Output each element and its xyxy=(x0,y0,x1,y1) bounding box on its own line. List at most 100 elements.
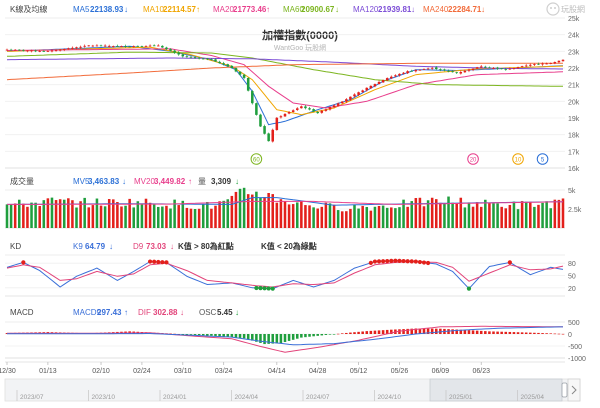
volume-bar xyxy=(120,206,123,228)
volume-ma-mv20 xyxy=(7,200,564,205)
candle-body xyxy=(410,70,414,72)
volume-bar xyxy=(328,203,332,228)
osc-bar xyxy=(181,334,185,335)
kd-overbought-dot xyxy=(385,258,390,264)
volume-bar xyxy=(34,202,37,228)
ma-line-ma20 xyxy=(7,48,564,109)
volume-bar xyxy=(443,203,446,228)
volume-bar xyxy=(226,199,230,228)
volume-bar xyxy=(267,193,270,228)
svg-text:20900.67: 20900.67 xyxy=(301,5,335,14)
timeline-navigator[interactable]: 2023/07 2023/10 2024/01 2024/04 2024/07 2024/… xyxy=(4,378,581,402)
x-tick-label: 02/10 xyxy=(92,368,110,375)
volume-bar xyxy=(332,204,336,228)
osc-bar xyxy=(385,329,389,334)
osc-bar xyxy=(463,329,467,334)
osc-bar xyxy=(500,331,503,334)
svg-text:MA60: MA60 xyxy=(283,5,304,14)
svg-text:↓: ↓ xyxy=(109,242,113,251)
candle-body xyxy=(87,45,91,47)
candle-body xyxy=(545,63,548,65)
volume-bar xyxy=(189,208,193,228)
candle-body xyxy=(17,49,21,51)
volume-bar xyxy=(22,203,25,228)
volume-bar xyxy=(439,202,442,228)
volume-bar xyxy=(414,198,418,228)
volume-bar xyxy=(279,199,283,228)
volume-bar xyxy=(479,206,483,228)
volume-bar xyxy=(79,201,82,228)
volume-bar xyxy=(373,206,377,228)
kd-overbought-dot xyxy=(417,259,423,265)
candle-body xyxy=(50,50,54,52)
svg-text:MA10: MA10 xyxy=(143,5,164,14)
volume-bar xyxy=(451,202,454,228)
candle-body xyxy=(332,105,336,108)
osc-bar xyxy=(561,333,565,335)
volume-bar xyxy=(545,201,548,228)
price-moving-averages xyxy=(6,45,564,126)
price-legend: K線及均線 MA5 22138.93 ↓ MA10 22114.57 ↑ MA20 217… xyxy=(10,4,485,14)
volume-bar xyxy=(218,201,221,228)
volume-bar xyxy=(304,205,307,228)
volume-bar xyxy=(426,200,430,228)
candle-body xyxy=(508,68,512,70)
osc-bar xyxy=(406,328,409,334)
osc-bar xyxy=(492,331,495,334)
x-tick-label: 04/28 xyxy=(309,368,327,375)
legend-item-ma240: MA240 22284.71 ↓ xyxy=(423,5,485,14)
candle-body xyxy=(30,50,33,52)
volume-bar xyxy=(561,198,565,228)
candle-body xyxy=(520,66,524,67)
candle-body xyxy=(263,126,266,134)
volume-y-tick-label: 5k xyxy=(568,188,576,195)
osc-bar xyxy=(291,334,295,340)
kd-overbought-dot xyxy=(389,258,394,264)
kd-grid: 80 50 20 xyxy=(5,254,576,297)
candle-body xyxy=(324,109,328,111)
volume-bar xyxy=(67,198,70,228)
volume-bar xyxy=(287,204,291,228)
volume-bar xyxy=(185,207,189,228)
volume-bar xyxy=(365,206,369,228)
svg-text:↑: ↑ xyxy=(196,5,200,14)
osc-bar xyxy=(479,330,483,334)
candle-body xyxy=(353,94,356,97)
candle-body xyxy=(173,50,176,53)
osc-bar xyxy=(189,334,193,335)
candle-body xyxy=(479,66,483,68)
volume-bar xyxy=(140,204,144,228)
kd-oversold-dot xyxy=(266,286,271,291)
osc-bar xyxy=(336,333,340,335)
candle-body xyxy=(9,49,13,51)
osc-bar xyxy=(475,330,479,334)
volume-bar xyxy=(26,206,29,228)
osc-bar xyxy=(246,334,250,340)
volume-bar xyxy=(291,204,295,228)
candle-body xyxy=(304,106,307,109)
volume-bar xyxy=(324,202,328,228)
candle-body xyxy=(83,45,86,47)
volume-bar xyxy=(508,204,512,228)
logo-text: 玩股網 xyxy=(561,4,585,14)
volume-bar xyxy=(553,199,557,228)
volume-bar xyxy=(524,201,528,228)
osc-bar xyxy=(553,333,557,335)
osc-bar xyxy=(340,333,344,334)
volume-bar xyxy=(255,191,258,228)
osc-bar xyxy=(557,333,561,335)
volume-bar xyxy=(156,206,160,228)
osc-bar xyxy=(169,333,172,335)
volume-bar xyxy=(201,204,205,228)
svg-text:↑: ↑ xyxy=(124,308,128,317)
volume-bar xyxy=(177,205,180,228)
candle-body xyxy=(287,112,291,114)
osc-bar xyxy=(533,332,536,334)
volume-bar xyxy=(345,211,348,228)
osc-bar xyxy=(541,333,544,334)
kd-oversold-dot xyxy=(258,286,263,291)
timeline-label: 2024/01 xyxy=(163,394,187,401)
svg-text:5.45: 5.45 xyxy=(217,308,233,317)
candle-body xyxy=(484,66,487,68)
